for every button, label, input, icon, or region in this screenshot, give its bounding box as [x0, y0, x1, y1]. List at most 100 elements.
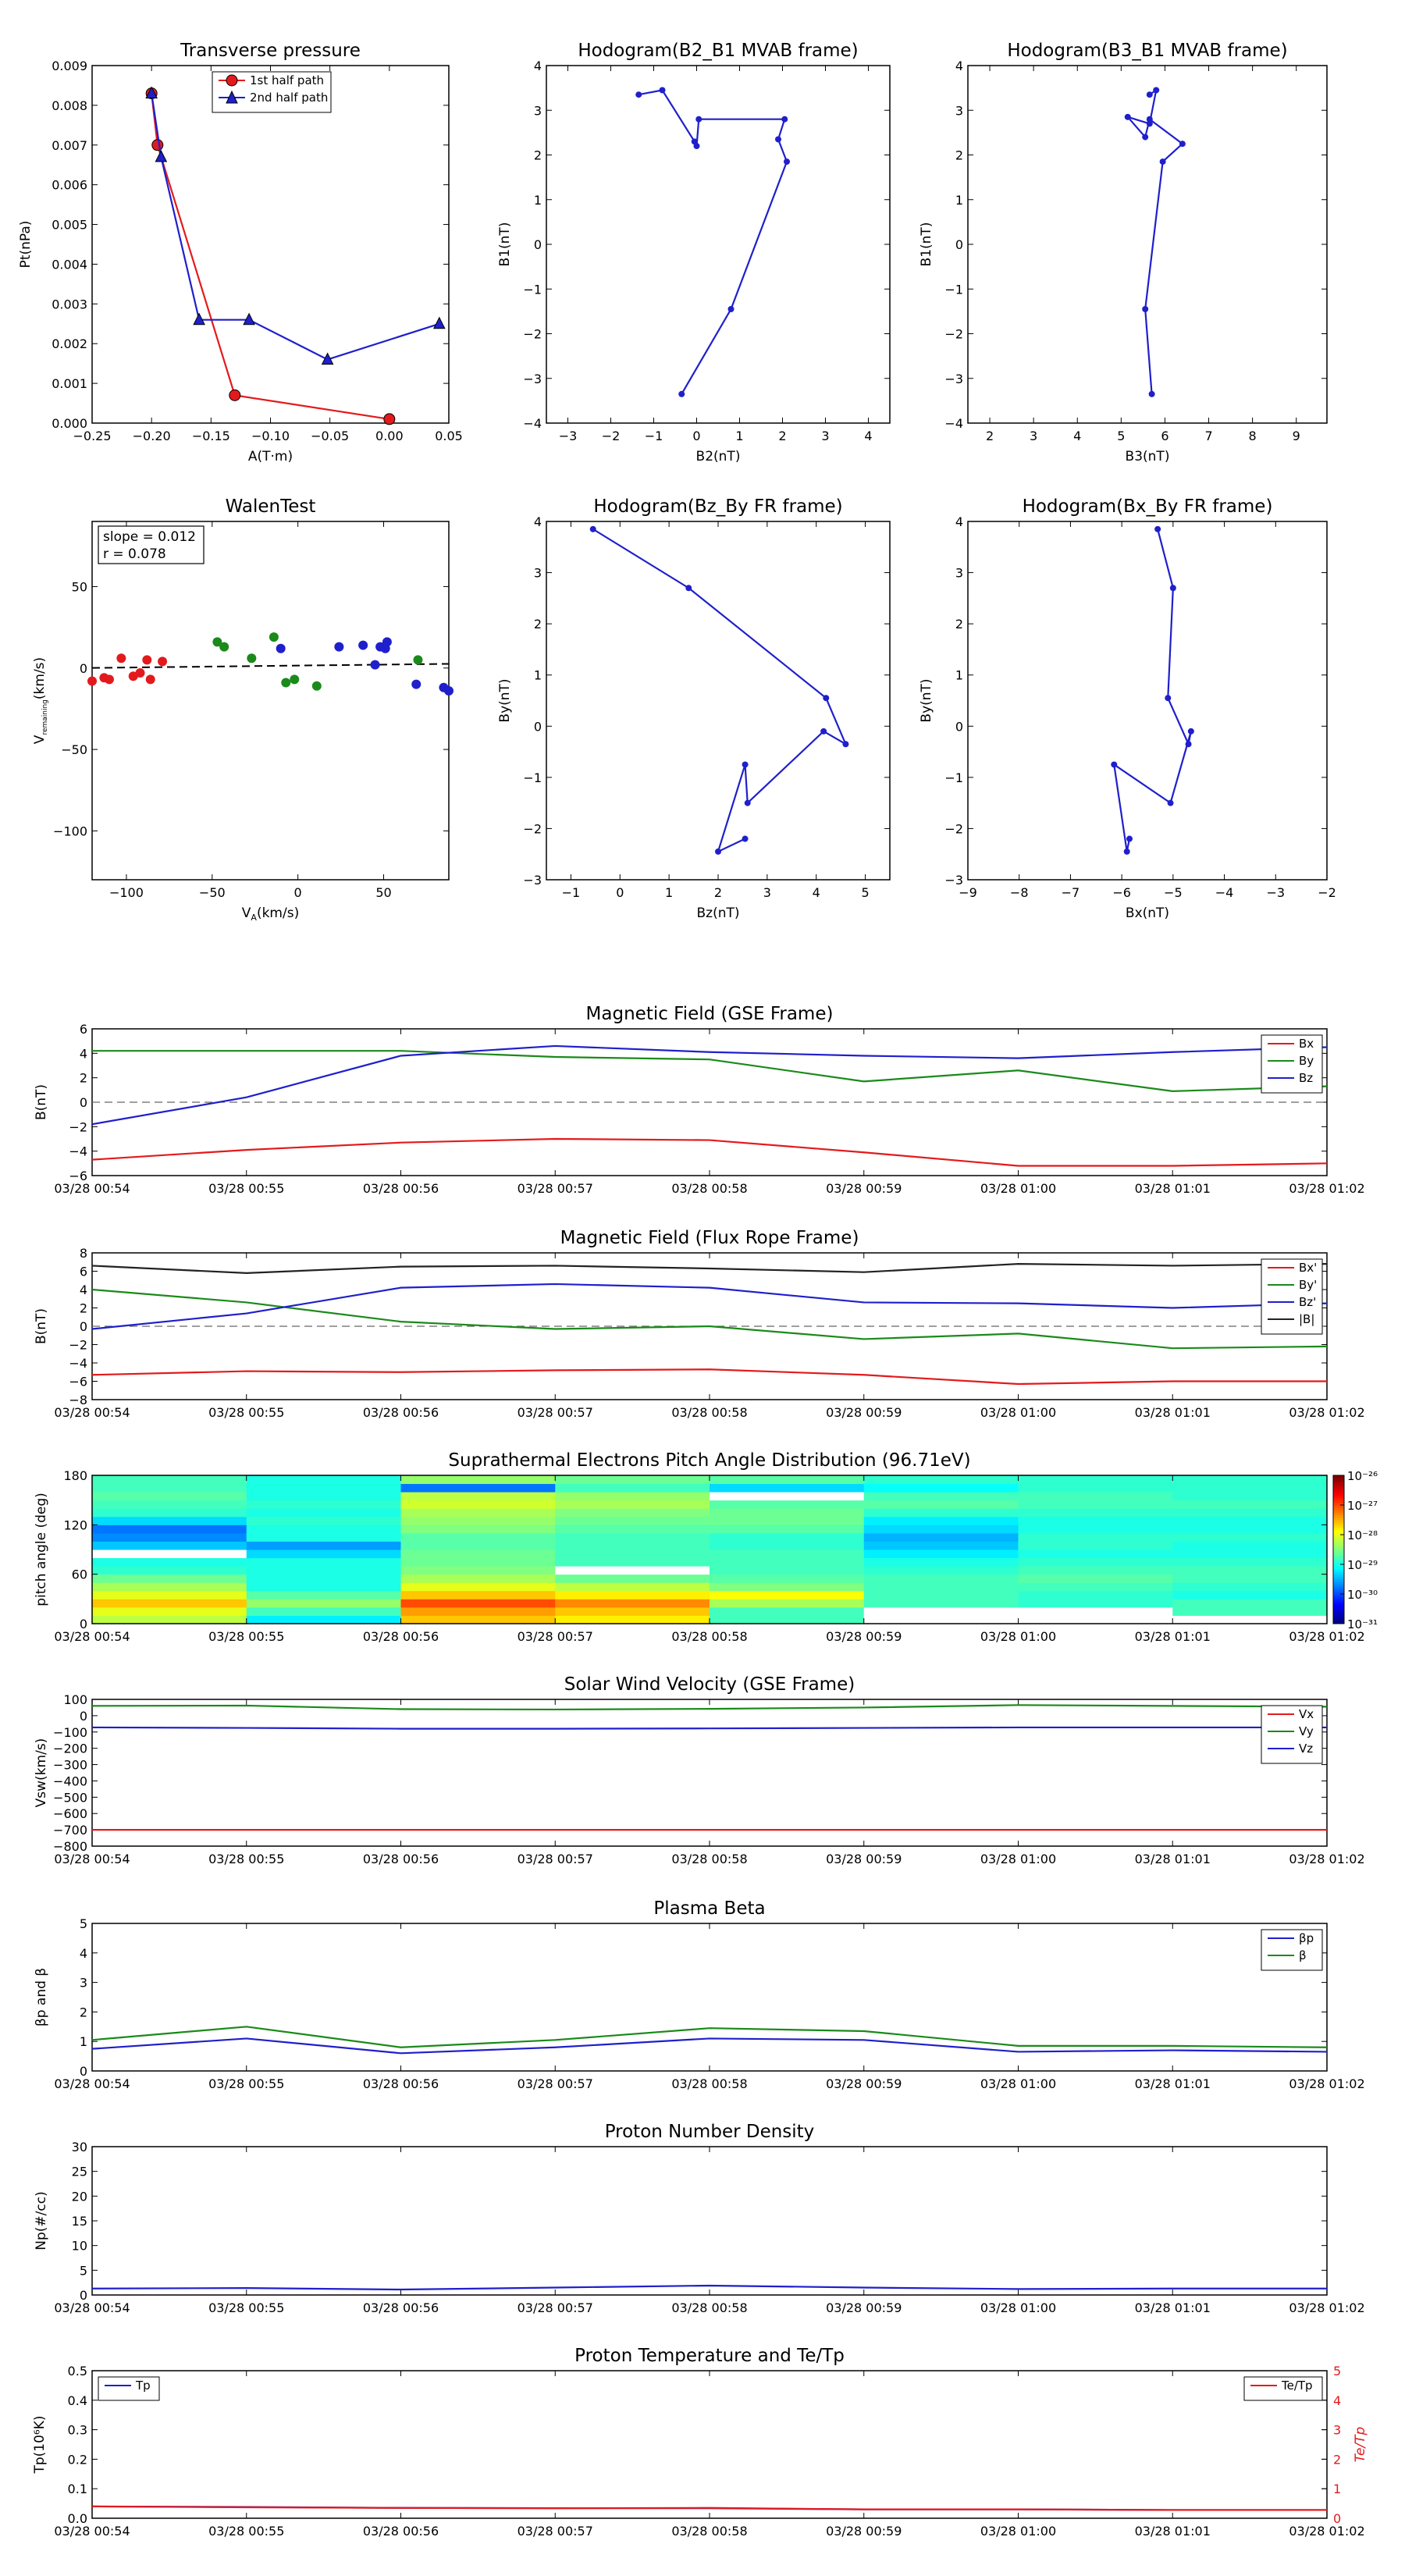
y-tick-label: −1: [523, 282, 542, 297]
data-point: [775, 136, 781, 143]
x-tick-label: 03/28 01:01: [1135, 1852, 1211, 1866]
y-tick-label: 5: [80, 1916, 87, 1931]
heatmap-cell: [92, 1525, 247, 1534]
heatmap-cell: [1018, 1566, 1173, 1575]
heatmap-cell: [400, 1532, 556, 1542]
heatmap-cell: [863, 1599, 1019, 1608]
colorbar-segment: [1333, 1542, 1344, 1546]
heatmap-cell: [710, 1550, 865, 1559]
x-tick-label: −2: [602, 429, 621, 443]
heatmap-cell: [1018, 1574, 1173, 1583]
y-tick-label: 4: [80, 1283, 87, 1297]
x-tick-label: 03/28 00:57: [518, 1405, 593, 1420]
colorbar-segment: [1333, 1596, 1344, 1599]
heatmap-cell: [92, 1615, 247, 1624]
y-tick-label: 0.4: [68, 2393, 87, 2408]
heatmap-cell: [1018, 1483, 1173, 1493]
colorbar-segment: [1333, 1576, 1344, 1580]
y-tick-label: −3: [944, 372, 963, 386]
heatmap-cell: [400, 1615, 556, 1624]
y-tick-label: 0.003: [52, 297, 87, 311]
legend-marker: [226, 74, 238, 87]
chart-timeseries: Magnetic Field (Flux Rope Frame) −8 −6 −4 −2…: [34, 1228, 1365, 1420]
x-tick-label: 03/28 01:02: [1289, 1405, 1364, 1420]
y-tick-label: 0.3: [68, 2423, 87, 2438]
plot-frame: [91, 2370, 1328, 2519]
x-tick-label: 03/28 00:58: [671, 2524, 747, 2539]
data-point: [145, 674, 155, 685]
heatmap-cell: [710, 1599, 865, 1608]
x-tick-label: −0.25: [73, 429, 111, 443]
colorbar-segment: [1333, 1502, 1344, 1506]
x-tick-label: 03/28 00:55: [208, 2300, 284, 2315]
heatmap-cell: [92, 1599, 247, 1608]
heatmap-cell: [1172, 1500, 1328, 1509]
y-tick-label: −1: [944, 282, 963, 297]
data-point: [1167, 799, 1174, 806]
heatmap-cell: [863, 1483, 1019, 1493]
y-tick-label: 4: [955, 514, 963, 529]
heatmap-cell: [246, 1606, 401, 1616]
chart-pitch-angle-heatmap: Suprathermal Electrons Pitch Angle Distr…: [34, 1450, 1378, 1644]
chart-title: Hodogram(B2_B1 MVAB frame): [578, 41, 858, 61]
series-line: [151, 93, 440, 361]
heatmap-cell: [246, 1566, 401, 1575]
colorbar-segment: [1333, 1497, 1344, 1501]
x-tick-label: 9: [1293, 429, 1300, 443]
colorbar-tick-label: 10⁻²⁹: [1347, 1558, 1378, 1572]
heatmap-cell: [555, 1508, 710, 1517]
x-tick-label: 03/28 01:02: [1289, 2300, 1364, 2315]
x-tick-label: 03/28 01:01: [1135, 2300, 1211, 2315]
y2-tick-label: 0: [1333, 2511, 1341, 2526]
chart-hodogram: Hodogram(Bx_By FR frame) −3 −2 −1 0 1 2 3 4 −9 −8 −…: [919, 496, 1336, 921]
colorbar-segment: [1333, 1480, 1344, 1483]
legend-box: [98, 2376, 160, 2401]
x-tick-label: −3: [1266, 885, 1285, 900]
y-tick-label: 50: [72, 579, 87, 594]
y-axis-label: By(nT): [497, 678, 513, 722]
heatmap-cell: [555, 1615, 710, 1624]
data-point: [281, 678, 291, 688]
heatmap-cell: [555, 1516, 710, 1525]
legend-label: Bz': [1299, 1295, 1316, 1309]
heatmap-cell: [1172, 1550, 1328, 1559]
x-tick-label: 03/28 01:02: [1289, 1629, 1364, 1644]
heatmap-cell: [555, 1582, 710, 1592]
data-point: [695, 116, 702, 123]
heatmap-cell: [400, 1475, 556, 1485]
data-point: [1124, 113, 1131, 120]
heatmap-cell: [400, 1516, 556, 1525]
x-tick-label: −3: [559, 429, 578, 443]
y-tick-label: 0.2: [68, 2452, 87, 2467]
heatmap-cell: [710, 1557, 865, 1567]
x-tick-label: −0.10: [251, 429, 290, 443]
plot-frame: [91, 2146, 1328, 2296]
colorbar-segment: [1333, 1490, 1344, 1493]
x-tick-label: 03/28 01:02: [1289, 1181, 1364, 1196]
data-point: [1153, 87, 1160, 94]
x-tick-label: 03/28 00:59: [826, 1852, 902, 1866]
x-tick-label: 03/28 00:59: [826, 1181, 902, 1196]
y-tick-label: 0: [80, 2288, 87, 2303]
y-tick-label: 0: [534, 719, 542, 734]
data-point: [229, 389, 241, 401]
data-point: [823, 695, 830, 702]
data-point: [1142, 306, 1149, 313]
series-line: [91, 1283, 1328, 1330]
y-tick-label: −2: [944, 327, 963, 342]
series-line: [91, 1044, 1328, 1126]
heatmap-cell: [400, 1557, 556, 1567]
colorbar-segment: [1333, 1512, 1344, 1516]
legend-label: Vy: [1299, 1724, 1314, 1738]
y2-tick-label: 2: [1333, 2452, 1341, 2467]
data-point: [1169, 585, 1176, 592]
data-point: [116, 653, 126, 664]
colorbar-segment: [1333, 1507, 1344, 1510]
heatmap-cell: [863, 1541, 1019, 1550]
heatmap-cell: [92, 1532, 247, 1542]
chart-timeseries: Plasma Beta 0 1 2 3 4 5 03/28 00:54 03/28 00:55 0…: [34, 1898, 1365, 2091]
x-tick-label: 2: [778, 429, 786, 443]
x-tick-label: 03/28 00:55: [208, 1181, 284, 1196]
colorbar-segment: [1333, 1505, 1344, 1508]
x-tick-label: −7: [1062, 885, 1080, 900]
